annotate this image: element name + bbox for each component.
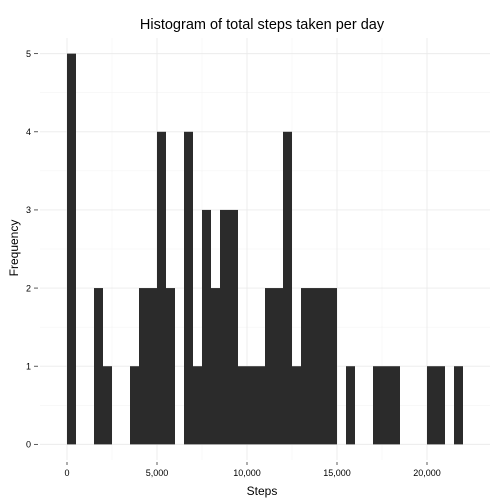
y-tick-label: 5 bbox=[26, 49, 31, 59]
histogram-bar bbox=[256, 366, 265, 445]
histogram-bar bbox=[130, 366, 139, 445]
histogram-bar bbox=[193, 366, 202, 445]
histogram-bar bbox=[346, 366, 355, 445]
histogram-bar bbox=[382, 366, 391, 445]
histogram-bar bbox=[328, 288, 337, 445]
histogram-bar bbox=[238, 366, 247, 445]
histogram-bar bbox=[67, 53, 76, 445]
y-axis-label: Frequency bbox=[7, 220, 21, 277]
histogram-bar bbox=[391, 366, 400, 445]
y-axis: 0 1 2 3 4 5 bbox=[26, 49, 38, 450]
x-tick-label: 20,000 bbox=[413, 468, 441, 478]
y-tick-label: 1 bbox=[26, 361, 31, 371]
histogram-bar bbox=[139, 288, 148, 445]
y-tick-label: 2 bbox=[26, 283, 31, 293]
histogram-bar bbox=[166, 288, 175, 445]
histogram-bar bbox=[94, 288, 103, 445]
x-tick-label: 15,000 bbox=[323, 468, 351, 478]
histogram-bar bbox=[274, 288, 283, 445]
histogram-bar bbox=[148, 288, 157, 445]
histogram-bar bbox=[247, 366, 256, 445]
histogram-bar bbox=[319, 288, 328, 445]
histogram-bar bbox=[103, 366, 112, 445]
histogram-bar bbox=[283, 131, 292, 445]
histogram-bar bbox=[454, 366, 463, 445]
x-axis: 0 5,000 10,000 15,000 20,000 bbox=[64, 462, 441, 478]
histogram-bar bbox=[202, 209, 211, 445]
x-axis-label: Steps bbox=[247, 484, 278, 498]
histogram-bar bbox=[220, 209, 229, 445]
histogram-bar bbox=[211, 288, 220, 445]
histogram-bar bbox=[427, 366, 436, 445]
x-tick-label: 10,000 bbox=[233, 468, 261, 478]
histogram-bar bbox=[157, 131, 166, 445]
histogram-bar bbox=[292, 366, 301, 445]
histogram-bar bbox=[265, 288, 274, 445]
x-tick-label: 5,000 bbox=[146, 468, 169, 478]
x-tick-label: 0 bbox=[64, 468, 69, 478]
histogram-bar bbox=[310, 288, 319, 445]
y-tick-label: 0 bbox=[26, 440, 31, 450]
histogram-bars bbox=[67, 53, 463, 445]
chart-title: Histogram of total steps taken per day bbox=[140, 17, 385, 33]
histogram-bar bbox=[436, 366, 445, 445]
histogram-bar bbox=[373, 366, 382, 445]
histogram-bar bbox=[184, 131, 193, 445]
histogram-bar bbox=[229, 209, 238, 445]
y-tick-label: 4 bbox=[26, 127, 31, 137]
histogram-bar bbox=[301, 288, 310, 445]
y-tick-label: 3 bbox=[26, 205, 31, 215]
